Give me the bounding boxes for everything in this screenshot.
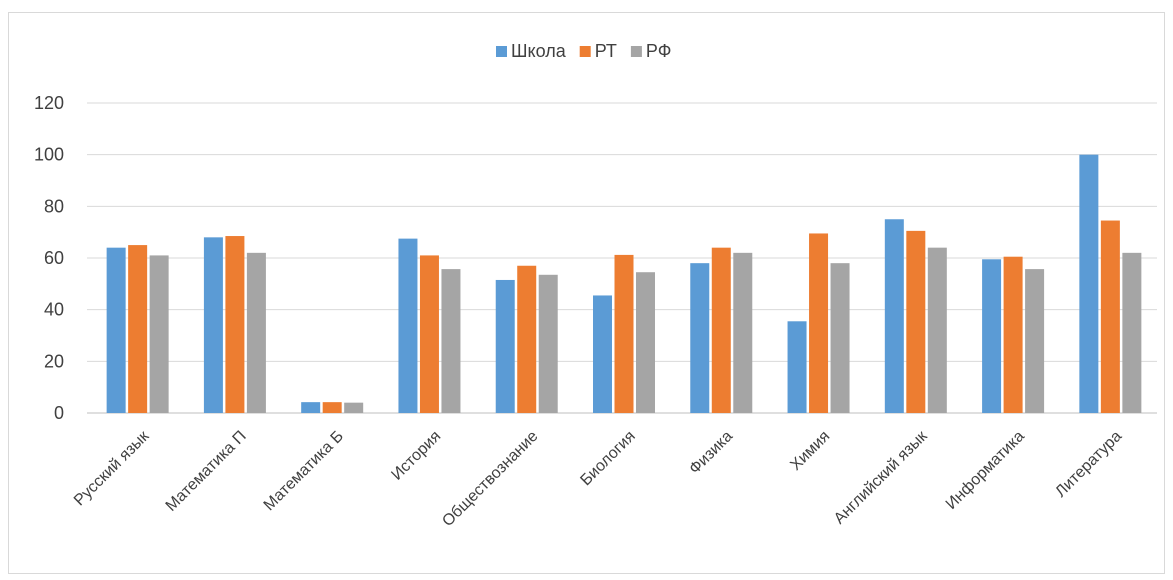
bar-РФ-Литература: [1122, 252, 1142, 413]
x-category-label: Русский язык: [71, 427, 153, 509]
legend-label: Школа: [511, 41, 567, 61]
bar-РФ-Английский язык: [927, 247, 947, 413]
bar-Школа-Математика Б: [301, 402, 321, 413]
x-category-label: Математика П: [163, 428, 250, 515]
bar-РТ-История: [419, 255, 439, 413]
bar-Школа-Русский язык: [106, 247, 126, 413]
y-tick-label: 80: [44, 196, 64, 216]
x-category-label: Математика Б: [261, 428, 347, 514]
x-category-label: Литература: [1052, 428, 1125, 501]
bar-Школа-Физика: [690, 263, 710, 413]
bar-Школа-История: [398, 238, 418, 413]
x-category-label: Информатика: [943, 428, 1028, 513]
bar-Школа-Английский язык: [884, 219, 904, 413]
x-axis-labels: Русский язык Математика П Математика Б Исто…: [71, 427, 1125, 530]
bar-Школа-Литература: [1079, 154, 1099, 413]
bar-РТ-Математика П: [225, 236, 245, 413]
x-category-label: История: [388, 428, 444, 484]
bars: [106, 154, 1142, 413]
legend-label: РФ: [646, 41, 672, 61]
bar-Школа-Биология: [593, 295, 612, 413]
x-category-label: Физика: [686, 428, 736, 478]
bar-Школа-Обществознание: [495, 279, 515, 413]
bar-Школа-Математика П: [203, 237, 223, 413]
bar-РТ-Русский язык: [128, 245, 148, 413]
y-tick-label: 0: [54, 403, 64, 423]
x-category-label: Химия: [787, 428, 833, 474]
bar-РТ-Английский язык: [906, 230, 926, 413]
bar-РФ-Химия: [830, 263, 850, 413]
x-category-label: Обществознание: [439, 428, 541, 530]
legend: Школа РТ РФ: [496, 41, 671, 61]
x-category-label: Английский язык: [831, 427, 931, 527]
bar-РФ-Физика: [733, 252, 753, 413]
bar-РТ-Информатика: [1003, 256, 1023, 413]
bar-РФ-Информатика: [1025, 269, 1045, 413]
bar-РТ-Математика Б: [322, 402, 342, 413]
x-category-label: Биология: [577, 428, 638, 489]
y-axis-ticks: 0 20 40 60 80 100 120: [34, 93, 64, 423]
chart-frame: [8, 12, 1165, 574]
legend-swatch-РТ: [579, 46, 591, 57]
bar-РФ-Обществознание: [538, 274, 558, 413]
legend-swatch-РФ: [630, 46, 642, 57]
legend-label: РТ: [595, 41, 617, 61]
bar-РТ-Литература: [1100, 220, 1120, 413]
y-tick-label: 120: [34, 93, 64, 113]
bar-РФ-История: [441, 269, 461, 413]
bar-РТ-Биология: [614, 254, 634, 413]
bar-РФ-Биология: [636, 272, 655, 413]
bar-РФ-Русский язык: [149, 255, 169, 413]
y-tick-label: 20: [44, 351, 64, 371]
bar-РФ-Математика Б: [344, 402, 364, 413]
bar-РФ-Математика П: [246, 252, 266, 413]
bar-РТ-Обществознание: [517, 265, 537, 413]
legend-swatch-Школа: [496, 46, 507, 57]
y-tick-label: 60: [44, 248, 64, 268]
bar-РТ-Химия: [809, 233, 829, 413]
y-tick-label: 40: [44, 300, 64, 320]
bar-Школа-Химия: [787, 321, 807, 413]
bar-Школа-Информатика: [982, 259, 1002, 413]
bar-РТ-Физика: [711, 247, 731, 413]
y-tick-label: 100: [34, 145, 64, 165]
